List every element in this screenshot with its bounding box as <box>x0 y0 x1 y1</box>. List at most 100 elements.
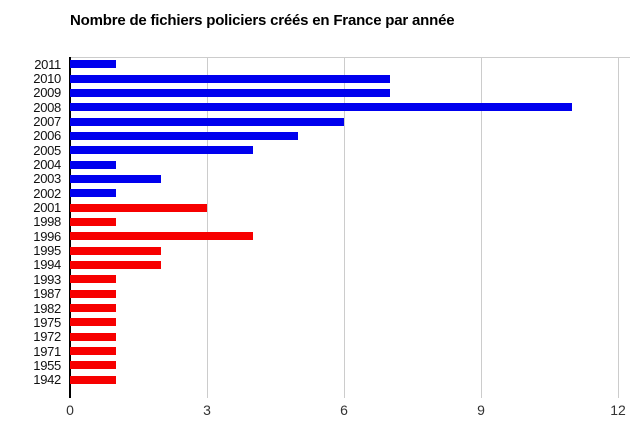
bar-track <box>66 86 640 100</box>
bar-row: 1993 <box>0 272 640 286</box>
bar-row: 1971 <box>0 344 640 358</box>
y-axis-year-label: 1995 <box>33 243 61 259</box>
y-axis-year-label: 2008 <box>33 99 61 115</box>
bar-track <box>66 330 640 344</box>
bar-2010 <box>70 74 390 83</box>
bar-track <box>66 100 640 114</box>
y-axis-year-label: 2002 <box>33 185 61 201</box>
bar-row: 1994 <box>0 258 640 272</box>
bar-1994 <box>70 260 162 269</box>
bar-track <box>66 143 640 157</box>
y-axis-year-label: 1987 <box>33 286 61 302</box>
bar-1982 <box>70 304 116 313</box>
bar-track <box>66 258 640 272</box>
bar-row: 1972 <box>0 330 640 344</box>
bar-row: 2006 <box>0 129 640 143</box>
y-axis-year-label: 2004 <box>33 157 61 173</box>
bar-track <box>66 344 640 358</box>
bar-row: 1955 <box>0 358 640 372</box>
gridline <box>206 57 208 398</box>
bar-track <box>66 215 640 229</box>
bar-track <box>66 315 640 329</box>
bar-1996 <box>70 232 253 241</box>
bar-1987 <box>70 289 116 298</box>
x-axis-tick-label: 0 <box>66 402 74 418</box>
bar-row: 2008 <box>0 100 640 114</box>
bar-track <box>66 229 640 243</box>
y-axis-year-label: 2010 <box>33 71 61 87</box>
bar-row: 2004 <box>0 157 640 171</box>
bar-2001 <box>70 203 207 212</box>
x-axis-tick-label: 3 <box>203 402 211 418</box>
bar-rows: 2011 2010 2009 2008 2007 2006 2005 2004 2003 2002… <box>0 57 640 387</box>
x-axis-tick-label: 12 <box>610 402 626 418</box>
bar-row: 2002 <box>0 186 640 200</box>
gridline <box>617 57 619 398</box>
bar-row: 1942 <box>0 373 640 387</box>
bar-1975 <box>70 318 116 327</box>
bar-2005 <box>70 146 253 155</box>
x-axis-tick-label: 9 <box>477 402 485 418</box>
bar-track <box>66 200 640 214</box>
y-axis-line <box>69 57 71 398</box>
bar-track <box>66 373 640 387</box>
bar-track <box>66 358 640 372</box>
y-axis-year-label: 1975 <box>33 314 61 330</box>
bar-2002 <box>70 189 116 198</box>
y-axis-year-label: 1998 <box>33 214 61 230</box>
bar-track <box>66 71 640 85</box>
bar-row: 2010 <box>0 71 640 85</box>
bar-track <box>66 272 640 286</box>
bar-2009 <box>70 88 390 97</box>
y-axis-year-label: 2011 <box>34 56 61 72</box>
bar-2011 <box>70 60 116 69</box>
bar-track <box>66 114 640 128</box>
bar-row: 2007 <box>0 114 640 128</box>
x-axis-tick-label: 6 <box>340 402 348 418</box>
bar-row: 1995 <box>0 243 640 257</box>
bar-track <box>66 157 640 171</box>
bar-track <box>66 301 640 315</box>
y-axis-year-label: 1994 <box>33 257 61 273</box>
bar-row: 2003 <box>0 172 640 186</box>
bar-row: 2009 <box>0 86 640 100</box>
y-axis-year-label: 1993 <box>33 271 61 287</box>
bar-track <box>66 129 640 143</box>
plot-top-border <box>70 57 630 58</box>
bar-2007 <box>70 117 344 126</box>
bar-2003 <box>70 174 162 183</box>
bar-row: 2005 <box>0 143 640 157</box>
y-axis-year-label: 2009 <box>33 85 61 101</box>
bar-1972 <box>70 332 116 341</box>
bar-1998 <box>70 217 116 226</box>
bar-1942 <box>70 375 116 384</box>
bar-row: 2011 <box>0 57 640 71</box>
bar-1955 <box>70 361 116 370</box>
y-axis-year-label: 1955 <box>33 357 61 373</box>
bar-track <box>66 243 640 257</box>
y-axis-year-label: 1972 <box>33 329 61 345</box>
y-axis-year-label: 2005 <box>33 142 61 158</box>
bar-2008 <box>70 103 573 112</box>
bar-1995 <box>70 246 162 255</box>
y-axis-year-label: 1942 <box>33 372 61 388</box>
chart-title: Nombre de fichiers policiers créés en Fr… <box>70 12 455 29</box>
bar-row: 2001 <box>0 200 640 214</box>
y-axis-year-label: 2001 <box>33 200 61 216</box>
gridline <box>343 57 345 398</box>
x-axis-labels: 0 3 6 9 12 <box>0 403 640 423</box>
bar-2006 <box>70 131 299 140</box>
bar-row: 1998 <box>0 215 640 229</box>
bar-2004 <box>70 160 116 169</box>
y-axis-year-label: 1971 <box>33 343 61 359</box>
bar-row: 1987 <box>0 287 640 301</box>
bar-1971 <box>70 347 116 356</box>
bar-track <box>66 287 640 301</box>
bar-row: 1982 <box>0 301 640 315</box>
bar-row: 1975 <box>0 315 640 329</box>
bar-1993 <box>70 275 116 284</box>
gridline <box>480 57 482 398</box>
y-axis-year-label: 2006 <box>33 128 61 144</box>
bar-track <box>66 186 640 200</box>
